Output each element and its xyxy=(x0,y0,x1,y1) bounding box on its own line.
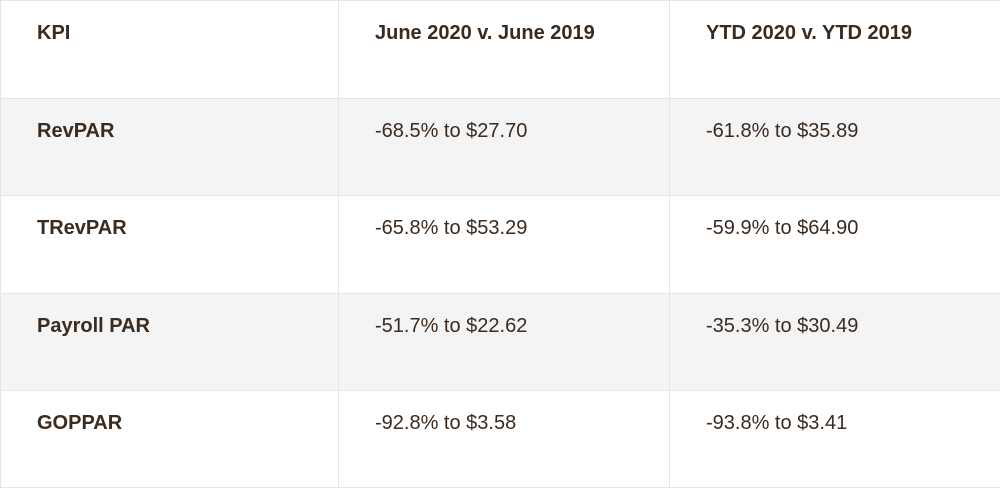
table-row: GOPPAR -92.8% to $3.58 -93.8% to $3.41 xyxy=(0,389,1000,488)
june-value-cell: -68.5% to $27.70 xyxy=(338,97,670,197)
header-kpi: KPI xyxy=(0,0,339,99)
june-value-cell: -51.7% to $22.62 xyxy=(338,292,670,391)
kpi-name-cell: GOPPAR xyxy=(0,389,339,488)
june-value-cell: -65.8% to $53.29 xyxy=(338,195,670,294)
june-value-cell: -92.8% to $3.58 xyxy=(338,389,670,488)
header-row: KPI June 2020 v. June 2019 YTD 2020 v. Y… xyxy=(0,0,1000,99)
kpi-name-cell: TRevPAR xyxy=(0,195,339,294)
ytd-value-cell: -59.9% to $64.90 xyxy=(669,195,1000,294)
header-ytd-comparison: YTD 2020 v. YTD 2019 xyxy=(669,0,1000,99)
table-row: TRevPAR -65.8% to $53.29 -59.9% to $64.9… xyxy=(0,195,1000,294)
table-row: RevPAR -68.5% to $27.70 -61.8% to $35.89 xyxy=(0,97,1000,197)
table-header: KPI June 2020 v. June 2019 YTD 2020 v. Y… xyxy=(0,0,1000,99)
ytd-value-cell: -35.3% to $30.49 xyxy=(669,292,1000,391)
ytd-value-cell: -93.8% to $3.41 xyxy=(669,389,1000,488)
header-june-comparison: June 2020 v. June 2019 xyxy=(338,0,670,99)
ytd-value-cell: -61.8% to $35.89 xyxy=(669,97,1000,197)
table-body: RevPAR -68.5% to $27.70 -61.8% to $35.89… xyxy=(0,97,1000,488)
kpi-name-cell: Payroll PAR xyxy=(0,292,339,391)
table-row: Payroll PAR -51.7% to $22.62 -35.3% to $… xyxy=(0,292,1000,391)
kpi-name-cell: RevPAR xyxy=(0,97,339,197)
